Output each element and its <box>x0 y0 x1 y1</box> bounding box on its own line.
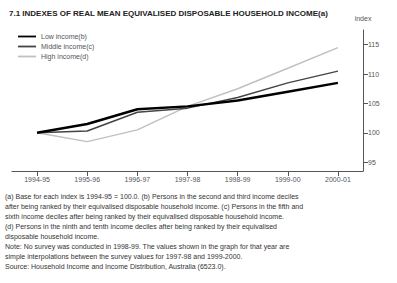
svg-text:Source: Household Income and I: Source: Household Income and Income Dist… <box>5 263 226 271</box>
svg-text:disposable household income.: disposable household income. <box>5 233 99 241</box>
svg-text:after being ranked by their eq: after being ranked by their equivalised … <box>5 203 303 211</box>
svg-text:1994-95: 1994-95 <box>24 176 50 183</box>
svg-text:(d) Persons in the ninth and t: (d) Persons in the ninth and tenth incom… <box>5 223 277 231</box>
svg-text:100: 100 <box>368 129 380 136</box>
svg-text:index: index <box>355 15 372 22</box>
svg-text:1998-99: 1998-99 <box>225 176 251 183</box>
svg-text:Middle income(c): Middle income(c) <box>41 43 94 51</box>
svg-text:2000-01: 2000-01 <box>325 176 351 183</box>
svg-text:(a) Base for each index is 199: (a) Base for each index is 1994-95 = 100… <box>5 193 299 201</box>
svg-text:simple interpolations between: simple interpolations between the survey… <box>5 253 242 261</box>
svg-text:105: 105 <box>368 100 380 107</box>
svg-text:Low income(b): Low income(b) <box>41 33 87 41</box>
svg-text:Note: No survey was conducted: Note: No survey was conducted in 1998-99… <box>5 243 289 251</box>
svg-text:1996-97: 1996-97 <box>125 176 151 183</box>
svg-text:7.1 INDEXES OF REAL MEAN EQUIV: 7.1 INDEXES OF REAL MEAN EQUIVALISED DIS… <box>9 9 328 18</box>
svg-text:110: 110 <box>368 71 379 78</box>
svg-text:1997-98: 1997-98 <box>175 176 201 183</box>
svg-text:sixth income deciles after bei: sixth income deciles after being ranked … <box>5 213 284 221</box>
svg-text:1999-00: 1999-00 <box>275 176 301 183</box>
svg-text:High income(d): High income(d) <box>41 53 88 61</box>
svg-text:115: 115 <box>368 41 379 48</box>
svg-text:1995-96: 1995-96 <box>74 176 100 183</box>
svg-text:95: 95 <box>368 159 376 166</box>
